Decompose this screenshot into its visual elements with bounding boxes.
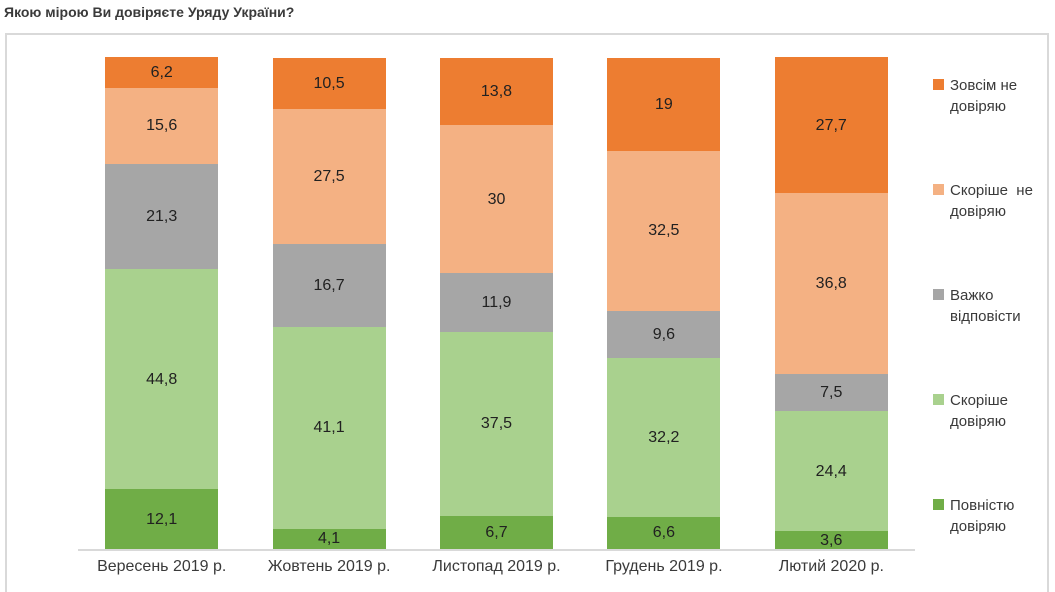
bar-segment-label: 13,8 — [480, 82, 513, 100]
category-label: Листопад 2019 р. — [432, 558, 561, 575]
bar-segment-label: 9,6 — [652, 326, 675, 343]
bar-segment: 27,5 — [272, 109, 386, 245]
bar-segment: 19 — [607, 57, 721, 151]
legend-label: Повністю довіряю — [950, 497, 1015, 535]
legend-swatch — [933, 394, 944, 405]
bar-segment: 21,3 — [105, 164, 219, 270]
bar-segment-label: 32,5 — [648, 222, 680, 240]
bar-segment: 10,5 — [272, 57, 386, 110]
legend: Зовсім не довіряю Скоріше не довіряю Важко… — [933, 75, 1045, 537]
bar-segment-label: 19 — [654, 95, 673, 113]
bar-column: 3,6 24,4 7,5 36,8 27,7 — [774, 57, 888, 549]
bar-segment: 32,5 — [607, 151, 721, 311]
chart-title: Якою мірою Ви довіряєте Уряду України? — [4, 4, 295, 20]
bar-column: 12,1 44,8 21,3 15,6 6,2 — [105, 57, 219, 549]
legend-item: Скоріше довіряю — [933, 390, 1045, 432]
bar-segment-label: 44,8 — [146, 370, 178, 388]
bar-segment-label: 21,3 — [146, 208, 178, 226]
bar-segment-label: 11,9 — [481, 293, 512, 311]
bar-segment: 32,2 — [607, 358, 721, 517]
bar-segment-label: 30 — [487, 190, 506, 208]
plot-area: 12,1 44,8 21,3 15,6 6,2 4,1 41,1 16,7 27,5 10,5 6,… — [78, 35, 915, 551]
bar-segment-label: 37,5 — [480, 415, 513, 433]
bar-segment: 44,8 — [105, 269, 219, 490]
bar-segment: 30 — [439, 125, 553, 273]
legend-swatch — [933, 79, 944, 90]
bar-segment: 6,7 — [439, 516, 553, 549]
bar-segment: 7,5 — [774, 374, 888, 412]
bar-segment: 13,8 — [439, 57, 553, 126]
chart-area: 12,1 44,8 21,3 15,6 6,2 4,1 41,1 16,7 27,5 10,5 6,… — [5, 33, 1049, 592]
category-axis: Вересень 2019 р. Жовтень 2019 р. Листопад … — [78, 558, 915, 576]
legend-label: Скоріше не довіряю — [950, 182, 1033, 220]
legend-swatch — [933, 289, 944, 300]
bar-segment-label: 4,1 — [317, 530, 341, 548]
bar-segment: 27,7 — [774, 57, 888, 194]
bars: 12,1 44,8 21,3 15,6 6,2 4,1 41,1 16,7 27,5 10,5 6,… — [78, 35, 915, 549]
bar-segment: 36,8 — [774, 193, 888, 375]
bar-segment: 4,1 — [272, 528, 386, 549]
bar-segment-label: 27,5 — [313, 168, 345, 186]
bar-column: 4,1 41,1 16,7 27,5 10,5 — [272, 57, 386, 549]
bar-segment-label: 7,5 — [820, 384, 843, 402]
bar-segment-label: 16,7 — [313, 277, 345, 295]
legend-item: Повністю довіряю — [933, 495, 1045, 537]
bar-segment: 16,7 — [272, 244, 386, 327]
bar-segment-label: 6,2 — [150, 63, 173, 81]
category-label: Грудень 2019 р. — [605, 558, 723, 575]
bar-segment-label: 3,6 — [820, 531, 843, 549]
bar-column: 6,7 37,5 11,9 30 13,8 — [439, 57, 553, 549]
bar-segment-label: 15,6 — [146, 117, 178, 135]
legend-label: Зовсім не довіряю — [950, 77, 1018, 115]
legend-item: Зовсім не довіряю — [933, 75, 1045, 117]
category-label: Жовтень 2019 р. — [267, 558, 391, 575]
bar-segment: 6,6 — [607, 516, 721, 549]
category-label: Лютий 2020 р. — [778, 558, 884, 575]
legend-label: Важко відповісти — [950, 287, 1021, 325]
bar-segment-label: 24,4 — [815, 462, 847, 480]
bar-segment: 37,5 — [439, 331, 553, 517]
bar-segment: 9,6 — [607, 310, 721, 359]
bar-segment-label: 6,6 — [652, 524, 675, 542]
legend-label: Скоріше довіряю — [950, 392, 1008, 430]
bar-column: 6,6 32,2 9,6 32,5 19 — [607, 57, 721, 549]
legend-swatch — [933, 184, 944, 195]
bar-segment: 11,9 — [439, 273, 553, 332]
bar-segment-label: 12,1 — [146, 510, 178, 528]
legend-item: Важко відповісти — [933, 285, 1045, 327]
bar-segment: 24,4 — [774, 411, 888, 532]
bar-segment-label: 41,1 — [313, 419, 345, 437]
bar-segment: 41,1 — [272, 326, 386, 529]
bar-segment-label: 32,2 — [648, 428, 680, 446]
bar-segment-label: 27,7 — [815, 116, 847, 134]
bar-segment: 3,6 — [774, 531, 888, 549]
legend-swatch — [933, 499, 944, 510]
legend-item: Скоріше не довіряю — [933, 180, 1045, 222]
bar-segment-label: 6,7 — [485, 524, 508, 542]
bar-segment: 6,2 — [105, 57, 219, 88]
category-label: Вересень 2019 р. — [97, 558, 227, 575]
bar-segment: 12,1 — [105, 489, 219, 549]
bar-segment: 15,6 — [105, 87, 219, 165]
bar-segment-label: 10,5 — [313, 74, 345, 92]
bar-segment-label: 36,8 — [815, 275, 847, 293]
